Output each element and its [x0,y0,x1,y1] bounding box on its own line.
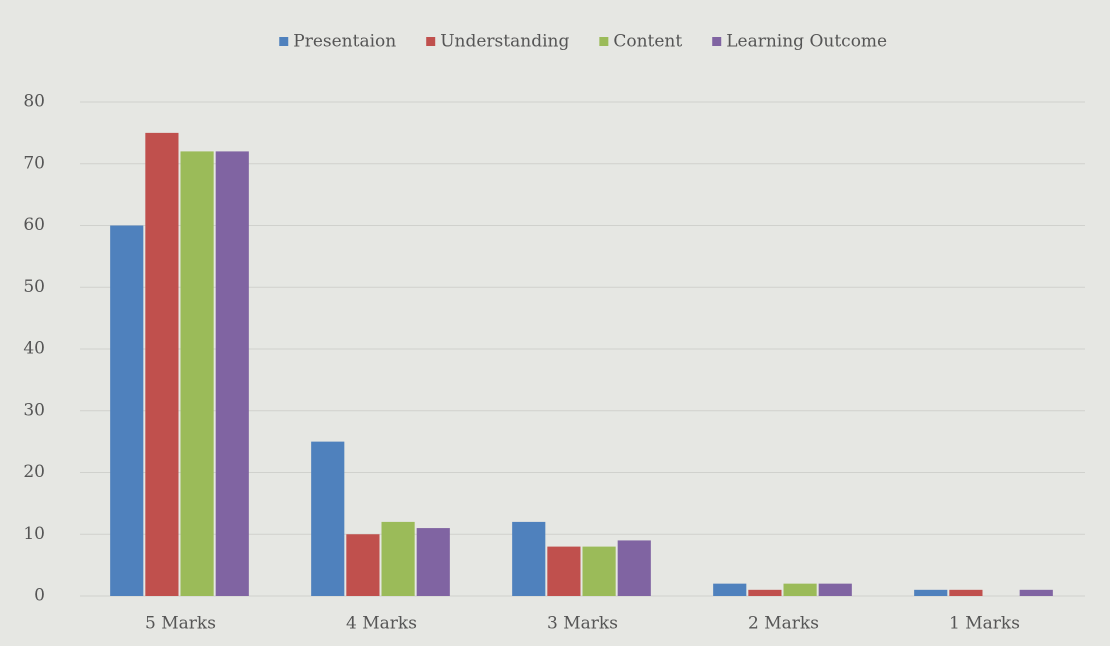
y-tick-label: 20 [23,462,45,482]
bar [818,583,852,596]
x-tick-label: 3 Marks [547,614,618,634]
y-tick-label: 0 [34,586,45,606]
bar [215,151,249,596]
bar [949,589,983,596]
bar [582,546,616,596]
bar [311,441,345,596]
legend-swatch [712,37,722,46]
y-tick-label: 30 [23,400,45,420]
x-tick-label: 4 Marks [346,614,417,634]
bar [110,225,144,596]
bar [617,540,651,596]
legend-label: Content [613,32,682,52]
legend-label: Understanding [440,32,569,52]
bar [346,534,380,596]
x-tick-label: 1 Marks [949,614,1020,634]
bar [914,589,948,596]
bar [1019,589,1053,596]
bar [381,521,415,596]
y-tick-label: 80 [23,92,45,112]
y-tick-label: 50 [23,277,45,297]
legend-swatch [599,37,609,46]
y-tick-label: 70 [23,153,45,173]
legend-swatch [279,37,289,46]
bar [783,583,817,596]
y-tick-label: 60 [23,215,45,235]
y-tick-label: 40 [23,339,45,359]
legend-swatch [426,37,436,46]
x-tick-label: 2 Marks [748,614,819,634]
bar [512,521,546,596]
bar [180,151,214,596]
legend-label: Learning Outcome [726,32,887,52]
x-tick-label: 5 Marks [145,614,216,634]
bar [416,528,450,596]
bar [145,132,179,596]
bar [713,583,747,596]
y-tick-label: 10 [23,524,45,544]
bar [748,589,782,596]
bar [547,546,581,596]
legend-label: Presentaion [293,32,396,52]
